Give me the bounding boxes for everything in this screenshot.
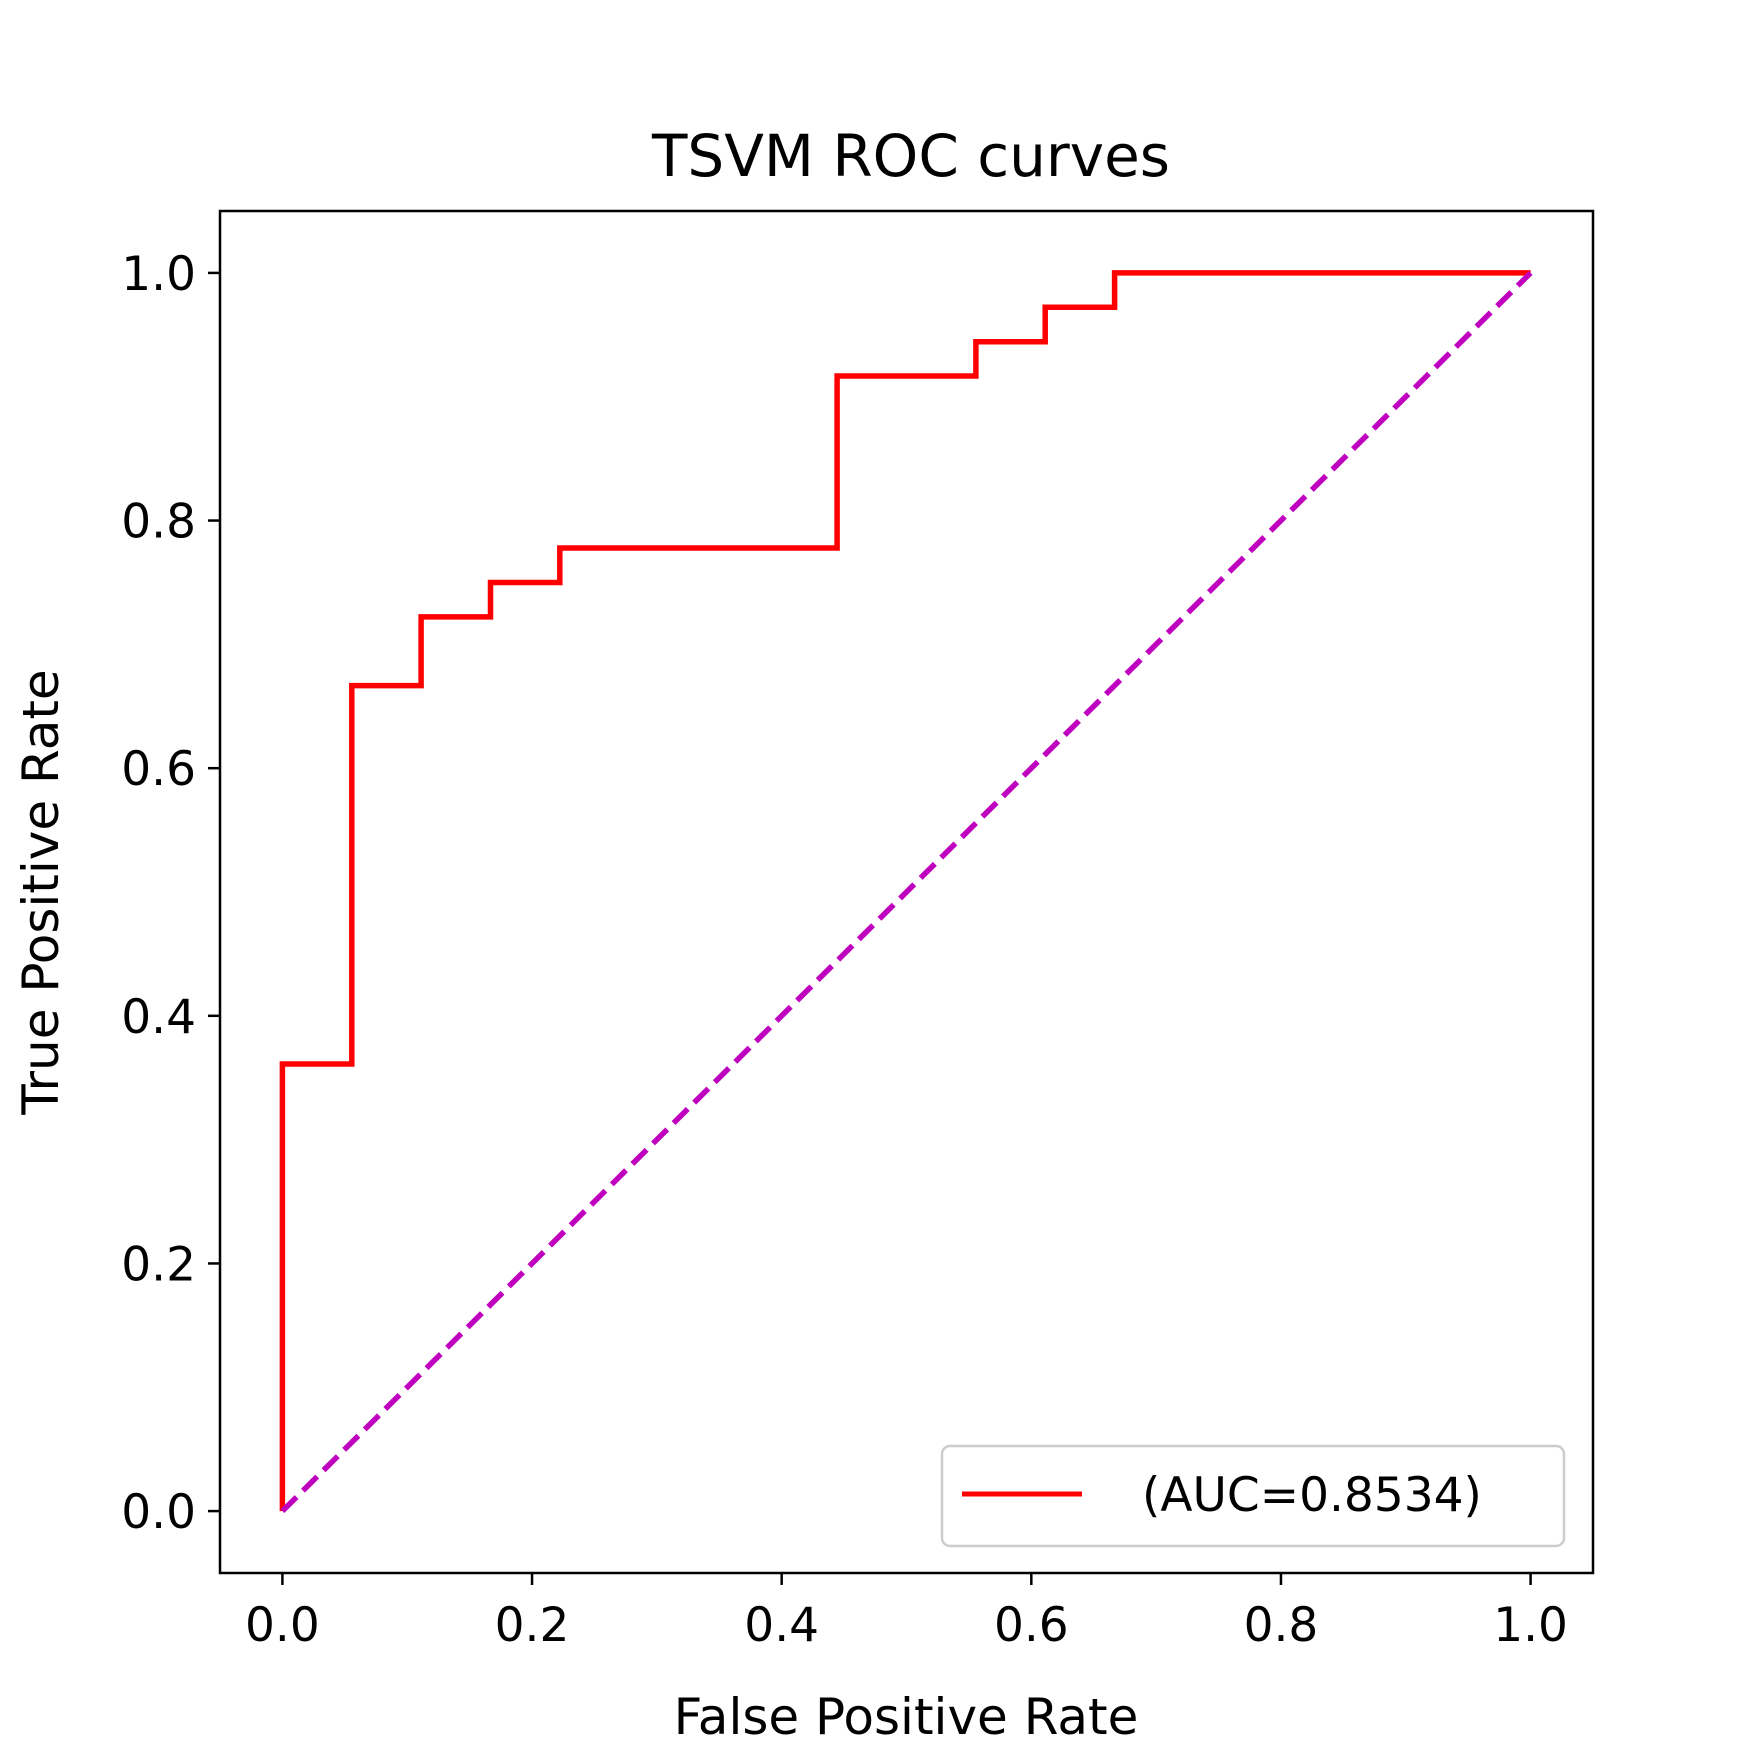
y-axis-label: True Positive Rate <box>12 669 70 1115</box>
x-tick-label: 0.6 <box>994 1598 1069 1653</box>
legend: (AUC=0.8534) <box>940 1444 1566 1548</box>
diagonal-reference-line <box>280 270 1533 1514</box>
x-tick-label: 0.4 <box>744 1598 819 1653</box>
x-tick-label: 0.8 <box>1244 1598 1319 1653</box>
y-axis-ticks: 0.0 0.2 0.4 0.6 0.8 1.0 <box>121 247 220 1540</box>
x-tick-label: 0.2 <box>495 1598 570 1653</box>
roc-curve-line <box>279 270 1531 1512</box>
series-layer <box>279 270 1533 1514</box>
y-tick-label: 0.2 <box>121 1237 196 1292</box>
x-axis-ticks: 0.0 0.2 0.4 0.6 0.8 1.0 <box>245 1573 1568 1653</box>
y-tick-label: 0.4 <box>121 990 196 1045</box>
y-tick-label: 0.0 <box>121 1485 196 1540</box>
plot-frame <box>218 209 1595 1575</box>
x-tick-label: 0.0 <box>245 1598 320 1653</box>
y-tick-label: 0.8 <box>121 495 196 550</box>
x-axis-label: False Positive Rate <box>674 1688 1139 1746</box>
y-tick-label: 1.0 <box>121 247 196 302</box>
legend-label-roc: (AUC=0.8534) <box>1142 1468 1482 1523</box>
y-tick-label: 0.6 <box>121 742 196 797</box>
x-tick-label: 1.0 <box>1493 1598 1568 1653</box>
legend-box <box>940 1444 1566 1548</box>
chart-title: TSVM ROC curves <box>651 122 1170 190</box>
